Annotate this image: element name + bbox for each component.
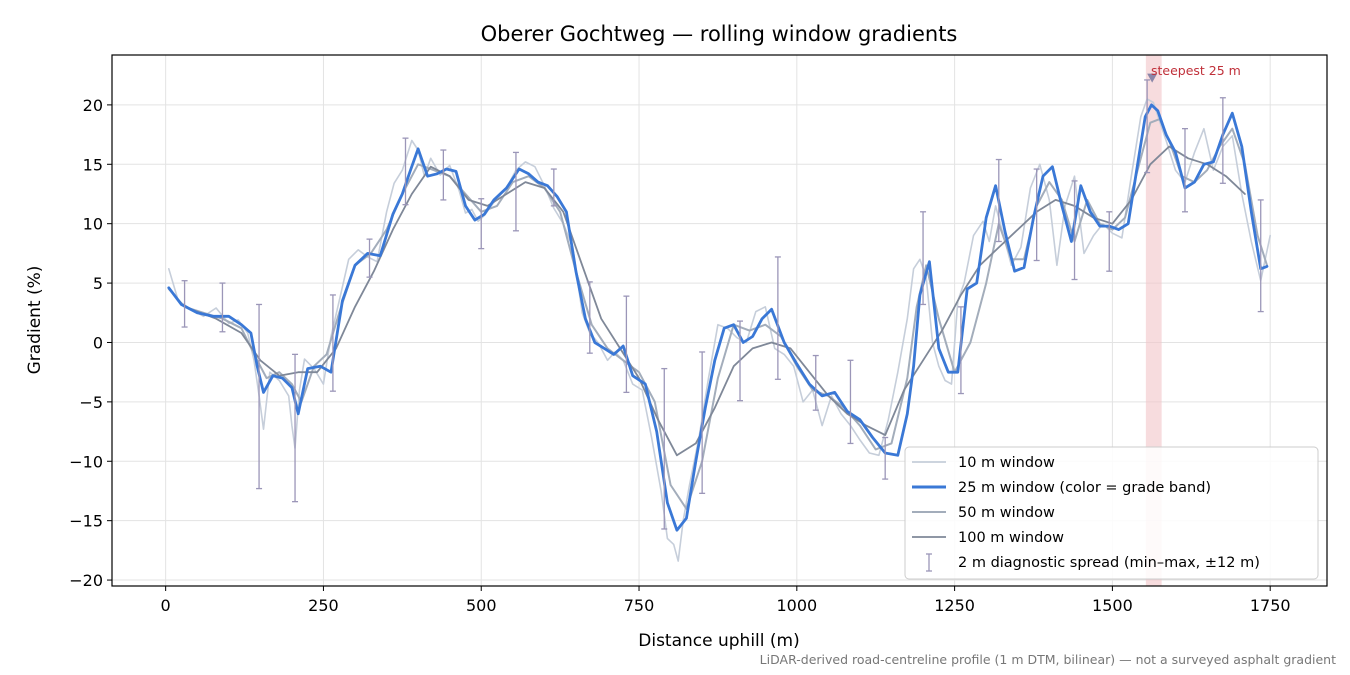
diagnostic-spread-bars <box>181 73 1264 530</box>
spread-bar <box>995 158 1002 243</box>
legend: 10 m window 25 m window (color = grade b… <box>904 446 1319 580</box>
y-tick-label: −15 <box>69 512 103 531</box>
spread-bar <box>1144 79 1151 174</box>
y-axis-label: Gradient (%) <box>25 266 45 375</box>
plot-frame <box>111 54 1328 587</box>
legend-box <box>904 446 1319 580</box>
spread-bar <box>1181 128 1188 213</box>
axis-ticks: 0 250 500 750 1000 1250 1500 1750 −20 −15 −10 −5 0 5 1… <box>69 96 1290 615</box>
spread-bar <box>256 303 263 490</box>
spread-bar <box>478 198 485 250</box>
spread-bar <box>737 320 744 402</box>
spread-bar <box>440 149 447 201</box>
x-tick-label: 750 <box>624 596 655 615</box>
y-tick-label: 10 <box>83 215 103 234</box>
legend-label-50m: 50 m window <box>958 505 1055 521</box>
legend-label-10m: 10 m window <box>958 455 1055 471</box>
x-tick-label: 1500 <box>1092 596 1133 615</box>
spread-bar <box>812 354 819 411</box>
x-tick-label: 1750 <box>1250 596 1291 615</box>
spread-bar <box>1219 97 1226 184</box>
spread-bar <box>586 281 593 354</box>
spread-bar <box>699 351 706 494</box>
spread-bar <box>219 282 226 333</box>
legend-swatch-errorbar <box>926 553 932 572</box>
series-line-1 <box>167 103 1269 532</box>
x-axis-label: Distance uphill (m) <box>638 631 799 651</box>
spread-bar <box>1033 168 1040 262</box>
legend-label-100m: 100 m window <box>958 530 1064 546</box>
spread-bar <box>329 294 336 392</box>
steepest-annotation: steepest 25 m <box>1151 63 1241 78</box>
y-tick-label: −20 <box>69 571 103 590</box>
x-tick-label: 250 <box>308 596 339 615</box>
y-tick-label: 0 <box>93 333 103 352</box>
legend-label-spread: 2 m diagnostic spread (min–max, ±12 m) <box>958 555 1260 571</box>
x-tick-label: 1000 <box>776 596 817 615</box>
spread-bar <box>882 436 889 480</box>
spread-bar <box>957 306 964 395</box>
spread-bar <box>181 280 188 328</box>
spread-bar <box>366 238 373 278</box>
x-tick-label: 1250 <box>934 596 975 615</box>
spread-bar <box>774 256 781 380</box>
spread-bar <box>1106 211 1113 272</box>
spread-bar <box>661 367 668 530</box>
spread-bar <box>550 168 557 207</box>
y-tick-label: −5 <box>79 393 103 412</box>
spread-bar <box>512 151 519 232</box>
y-tick-label: 5 <box>93 274 103 293</box>
spread-bar <box>292 353 299 503</box>
y-tick-label: 15 <box>83 155 103 174</box>
steepest-marker <box>1147 73 1158 83</box>
legend-label-25m: 25 m window (color = grade band) <box>958 480 1211 496</box>
y-tick-label: −10 <box>69 452 103 471</box>
spread-bar <box>920 211 927 306</box>
x-tick-label: 0 <box>161 596 171 615</box>
footnote: LiDAR-derived road-centreline profile (1… <box>760 652 1336 667</box>
spread-bar <box>1071 180 1078 281</box>
y-tick-label: 20 <box>83 96 103 115</box>
series-line-3 <box>189 145 1246 457</box>
spread-bar <box>1257 199 1264 313</box>
spread-bar <box>402 137 409 206</box>
spread-bar <box>623 295 630 394</box>
x-tick-label: 500 <box>466 596 497 615</box>
series-lines <box>167 98 1271 562</box>
chart-title: Oberer Gochtweg — rolling window gradien… <box>481 22 958 46</box>
spread-bar <box>847 359 854 445</box>
